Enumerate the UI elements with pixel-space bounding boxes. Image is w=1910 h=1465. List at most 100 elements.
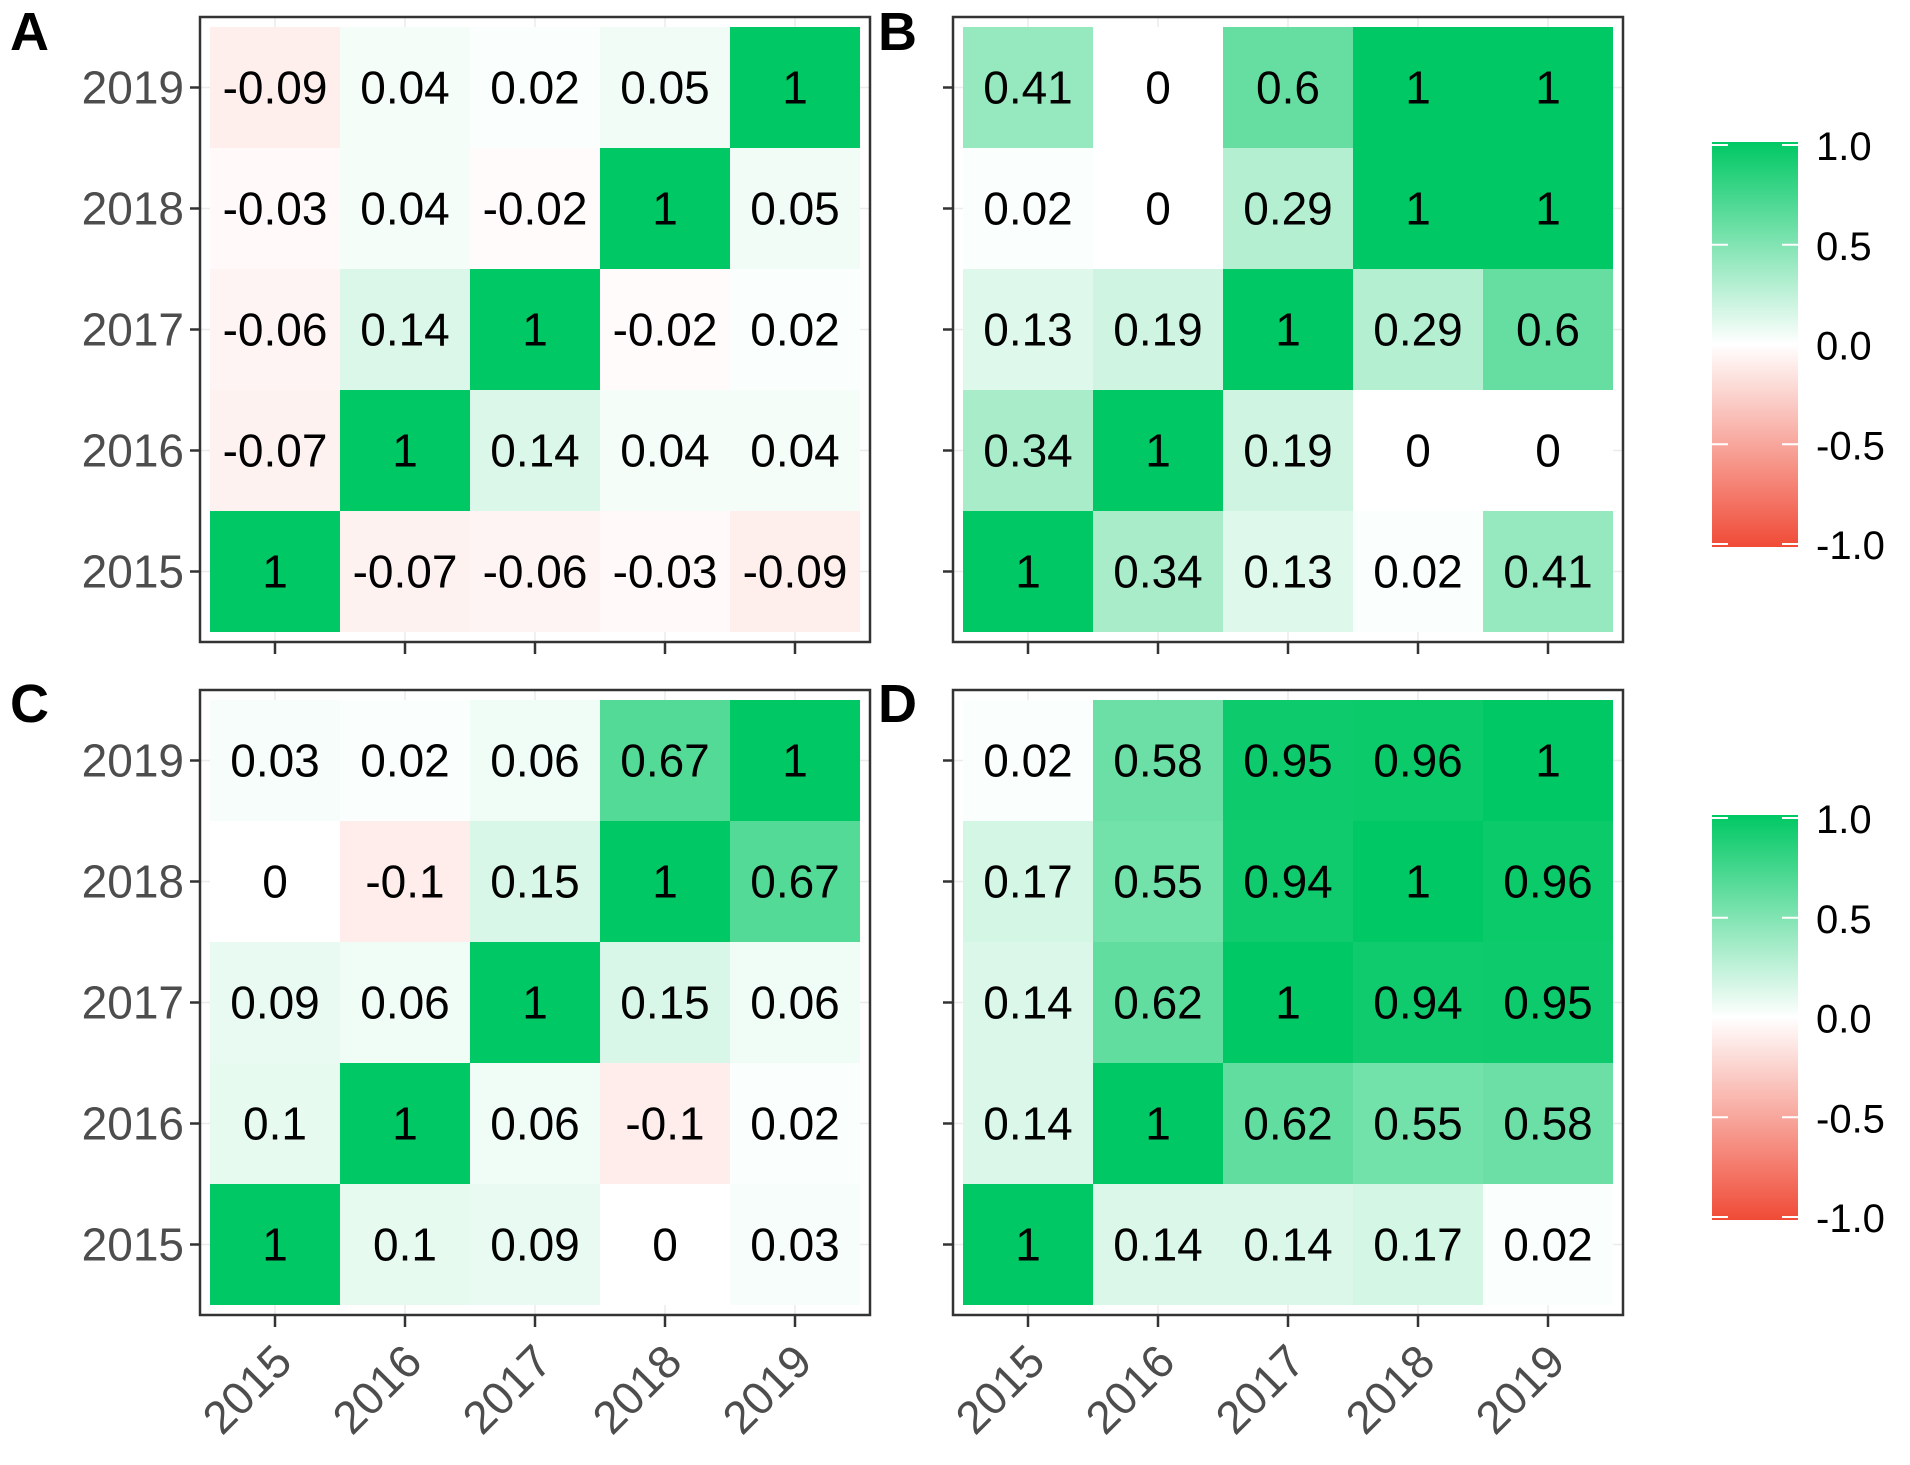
cell-value-label: 0.04 — [750, 425, 840, 477]
heatmap-cell — [340, 269, 470, 390]
heatmap-cell — [1483, 269, 1613, 390]
heatmap-cell — [1353, 700, 1483, 821]
y-tick-label: 2015 — [82, 1219, 184, 1271]
heatmap-cell — [1093, 511, 1223, 632]
cell-value-label: 0.17 — [1373, 1219, 1463, 1271]
heatmap-cell — [963, 821, 1093, 942]
cell-value-label: 0.67 — [620, 735, 710, 787]
heatmap-cell — [1093, 390, 1223, 511]
x-tick-label: 2016 — [322, 1335, 431, 1444]
cell-value-label: 1 — [652, 856, 678, 908]
x-tick-label: 2019 — [1465, 1335, 1574, 1444]
y-tick-label: 2018 — [82, 856, 184, 908]
cell-value-label: 0.41 — [1503, 546, 1593, 598]
cell-value-label: 0.95 — [1503, 977, 1593, 1029]
cell-value-label: 0.15 — [490, 856, 580, 908]
heatmap-cell — [1223, 148, 1353, 269]
cell-value-label: 0.14 — [490, 425, 580, 477]
heatmap-cell — [963, 511, 1093, 632]
heatmap-cell — [600, 700, 730, 821]
heatmap-cell — [340, 511, 470, 632]
heatmap-cell — [1093, 942, 1223, 1063]
heatmap-cell — [730, 148, 860, 269]
cell-value-label: 1 — [392, 425, 418, 477]
y-tick-label: 2016 — [82, 425, 184, 477]
heatmap-cell — [470, 821, 600, 942]
heatmap-cell — [1353, 390, 1483, 511]
cell-value-label: 0.14 — [983, 977, 1073, 1029]
cell-value-label: 0.04 — [360, 183, 450, 235]
heatmap-cell — [1223, 27, 1353, 148]
x-tick-label: 2015 — [192, 1335, 301, 1444]
x-tick-label: 2018 — [1335, 1335, 1444, 1444]
cell-value-label: 0.03 — [230, 735, 320, 787]
heatmap-cell — [730, 27, 860, 148]
cell-value-label: 0.14 — [983, 1098, 1073, 1150]
panel-label: C — [10, 674, 49, 734]
heatmap-cell — [600, 511, 730, 632]
cell-value-label: 1 — [652, 183, 678, 235]
heatmap-cell — [340, 148, 470, 269]
cell-value-label: 0.09 — [230, 977, 320, 1029]
heatmap-cell — [1223, 821, 1353, 942]
heatmap-cell — [1483, 390, 1613, 511]
colorbar-1: 1.0 0.5 0.0 -0.5 -1.0 — [1712, 125, 1885, 568]
heatmap-cell — [730, 511, 860, 632]
heatmap-cell — [1483, 942, 1613, 1063]
panel-label: B — [878, 2, 917, 62]
cell-value-label: 1 — [1535, 735, 1561, 787]
heatmap-cell — [1223, 390, 1353, 511]
heatmap-cell — [470, 511, 600, 632]
heatmap-cell — [600, 1063, 730, 1184]
cell-value-label: 1 — [1535, 183, 1561, 235]
heatmap-cell — [210, 511, 340, 632]
cell-value-label: 0.05 — [750, 183, 840, 235]
heatmap-cell — [1353, 511, 1483, 632]
heatmap-cell — [1223, 1063, 1353, 1184]
heatmap-cell — [1093, 27, 1223, 148]
heatmap-cell — [730, 821, 860, 942]
heatmap-cell — [1353, 821, 1483, 942]
cell-value-label: 0 — [1145, 62, 1171, 114]
heatmap-cell — [1093, 821, 1223, 942]
cell-value-label: 0.02 — [983, 735, 1073, 787]
cell-value-label: -0.07 — [223, 425, 328, 477]
cell-value-label: 1 — [1405, 183, 1431, 235]
cell-value-label: 0.6 — [1256, 62, 1320, 114]
y-tick-label: 2017 — [82, 977, 184, 1029]
colorbar-tick-label: 0.5 — [1816, 898, 1872, 942]
heatmap-cell — [1223, 511, 1353, 632]
cell-value-label: -0.1 — [365, 856, 444, 908]
heatmap-cell — [210, 390, 340, 511]
cell-value-label: 0.06 — [490, 1098, 580, 1150]
heatmap-cell — [210, 269, 340, 390]
heatmap-cell — [963, 390, 1093, 511]
heatmap-cell — [600, 390, 730, 511]
heatmap-cell — [340, 942, 470, 1063]
cell-value-label: 1 — [522, 977, 548, 1029]
cell-value-label: 0.05 — [620, 62, 710, 114]
heatmap-cell — [600, 942, 730, 1063]
heatmap-cell — [1223, 942, 1353, 1063]
heatmap-cell — [1353, 27, 1483, 148]
cell-value-label: 0.19 — [1243, 425, 1333, 477]
cell-value-label: 0.62 — [1113, 977, 1203, 1029]
cell-value-label: 0.67 — [750, 856, 840, 908]
heatmap-cell — [1223, 700, 1353, 821]
cell-value-label: 1 — [1145, 425, 1171, 477]
cell-value-label: 0.58 — [1503, 1098, 1593, 1150]
heatmap-cell — [1223, 1184, 1353, 1305]
heatmap-cell — [210, 942, 340, 1063]
cell-value-label: 0.95 — [1243, 735, 1333, 787]
heatmap-cell — [1353, 148, 1483, 269]
cell-value-label: 0.96 — [1373, 735, 1463, 787]
cell-value-label: 0.02 — [750, 1098, 840, 1150]
heatmap-cell — [730, 942, 860, 1063]
heatmap-cell — [340, 27, 470, 148]
cell-value-label: 0.55 — [1373, 1098, 1463, 1150]
cell-value-label: 0.06 — [750, 977, 840, 1029]
cell-value-label: 0.1 — [373, 1219, 437, 1271]
cell-value-label: 0.02 — [1503, 1219, 1593, 1271]
cell-value-label: -0.06 — [483, 546, 588, 598]
